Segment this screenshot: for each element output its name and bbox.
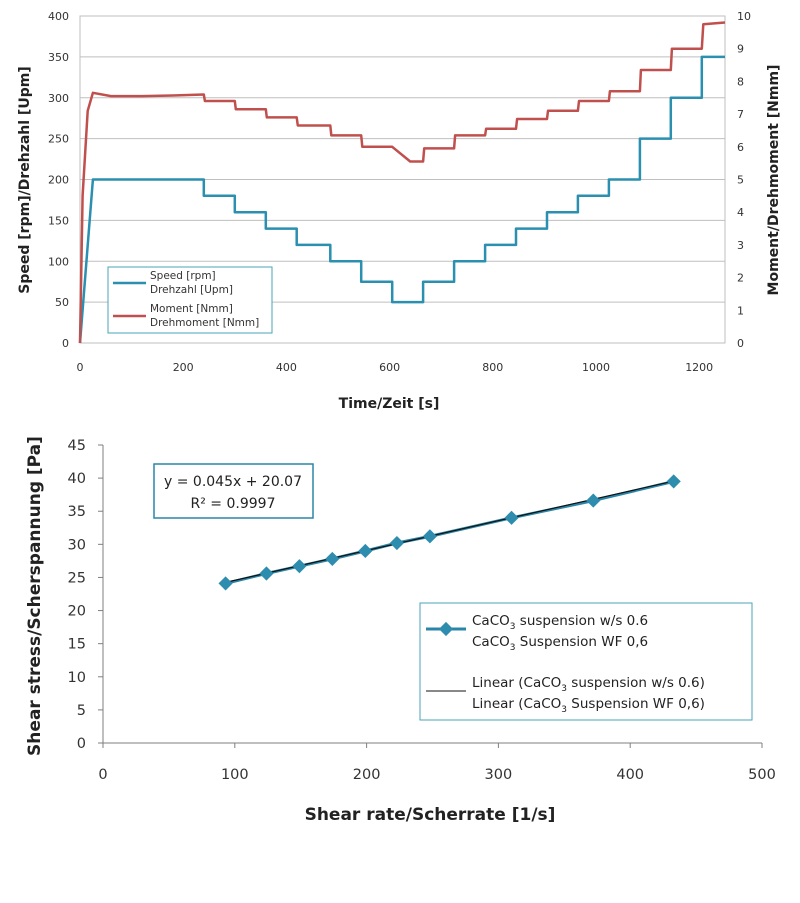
right-tick-label: 1 [737,304,744,317]
data-point-marker [666,474,681,489]
right-tick-label: 10 [737,10,751,23]
data-point-marker [259,566,274,581]
trendline-equation: y = 0.045x + 20.07 [164,474,302,490]
top-legend: Speed [rpm] Drehzahl [Upm] Moment [Nmm] … [107,266,273,334]
y-tick-label: 35 [68,504,86,520]
left-tick-label: 0 [62,337,69,350]
data-point-marker [389,535,404,551]
legend-moment-label-1: Moment [Nmm] [150,303,233,315]
shear-chart: 0 5 10 15 20 25 30 35 40 45 0 100 200 300 400 500 Shea… [25,436,776,825]
left-tick-label: 250 [48,133,69,146]
right-tick-label: 6 [737,141,744,154]
top-left-axis-title: Speed [rpm]/Drehzahl [Upm] [17,66,33,293]
x-tick-label: 600 [379,361,400,374]
right-tick-label: 2 [737,272,744,285]
left-tick-label: 100 [48,255,69,268]
y-tick-label: 0 [77,736,86,752]
left-tick-label: 350 [48,51,69,64]
y-tick-label: 10 [68,670,86,686]
y-tick-label: 30 [68,537,86,553]
data-point-marker [422,529,437,544]
bottom-legend-box [419,602,753,721]
equation-box: y = 0.045x + 20.07 R² = 0.9997 [153,463,314,519]
x-tick-label: 100 [221,767,249,783]
x-tick-label: 200 [173,361,194,374]
x-tick-label: 0 [77,361,84,374]
top-x-axis-title: Time/Zeit [s] [339,396,440,412]
x-tick-label: 400 [276,361,297,374]
equation-box-frame [153,463,314,519]
top-x-axis-ticks: 0 200 400 600 800 1000 1200 [77,361,714,374]
x-tick-label: 500 [748,767,776,783]
x-tick-label: 400 [616,767,644,783]
y-tick-label: 15 [68,637,86,653]
right-tick-label: 0 [737,337,744,350]
legend-trendline-label-2: Linear (CaCO3 Suspension WF 0,6) [472,696,705,715]
left-tick-label: 50 [55,296,69,309]
legend-speed-label-1: Speed [rpm] [150,270,216,282]
y-tick-label: 45 [68,438,86,454]
data-point-marker [358,543,373,559]
bottom-legend: CaCO3 suspension w/s 0.6 CaCO3 Suspensio… [419,602,753,721]
right-tick-label: 9 [737,43,744,56]
y-tick-label: 25 [68,570,86,586]
bottom-series [218,474,681,591]
x-tick-label: 200 [353,767,381,783]
y-tick-label: 5 [77,703,86,719]
moment-line [78,21,726,344]
legend-series-label-1: CaCO3 suspension w/s 0.6 [472,613,648,632]
legend-trendline-label-1: Linear (CaCO3 suspension w/s 0.6) [472,675,705,694]
data-point-marker [292,559,307,574]
top-series [78,21,726,344]
y-tick-label: 20 [68,604,86,620]
left-tick-label: 300 [48,92,69,105]
right-tick-label: 8 [737,75,744,88]
data-point-marker [218,576,233,591]
top-right-axis-title: Moment/Drehmoment [Nmm] [766,65,782,296]
bottom-y-axis-title: Shear stress/Scherspannung [Pa] [25,436,45,756]
x-tick-label: 0 [98,767,107,783]
data-point-marker [586,493,601,508]
left-tick-label: 200 [48,174,69,187]
right-tick-label: 3 [737,239,744,252]
x-tick-label: 1000 [582,361,610,374]
bottom-y-axis-ticks: 0 5 10 15 20 25 30 35 40 45 [68,438,103,752]
data-point-marker [504,510,519,525]
right-tick-label: 7 [737,108,744,121]
bottom-x-axis-title: Shear rate/Scherrate [1/s] [305,805,556,825]
legend-series-marker [438,621,454,637]
x-tick-label: 300 [485,767,513,783]
trendline-r-squared: R² = 0.9997 [191,496,276,512]
speed-moment-chart: 0 50 100 150 200 250 300 350 400 0 1 2 3 4 5 6 7 8 9 10 0 2… [17,10,782,412]
top-legend-box [107,266,273,334]
x-tick-label: 800 [482,361,503,374]
speed-line [78,55,725,344]
x-tick-label: 1200 [685,361,713,374]
top-left-axis-ticks: 0 50 100 150 200 250 300 350 400 [48,10,69,350]
left-tick-label: 150 [48,214,69,227]
right-tick-label: 4 [737,206,744,219]
left-tick-label: 400 [48,10,69,23]
y-tick-label: 40 [68,471,86,487]
data-point-marker [325,551,340,566]
right-tick-label: 5 [737,174,744,187]
legend-moment-label-2: Drehmoment [Nmm] [150,317,259,329]
legend-series-label-2: CaCO3 Suspension WF 0,6 [472,634,648,653]
legend-speed-label-2: Drehzahl [Upm] [150,284,233,296]
top-right-axis-ticks: 0 1 2 3 4 5 6 7 8 9 10 [737,10,751,350]
bottom-x-axis-ticks: 0 100 200 300 400 500 [98,743,776,783]
